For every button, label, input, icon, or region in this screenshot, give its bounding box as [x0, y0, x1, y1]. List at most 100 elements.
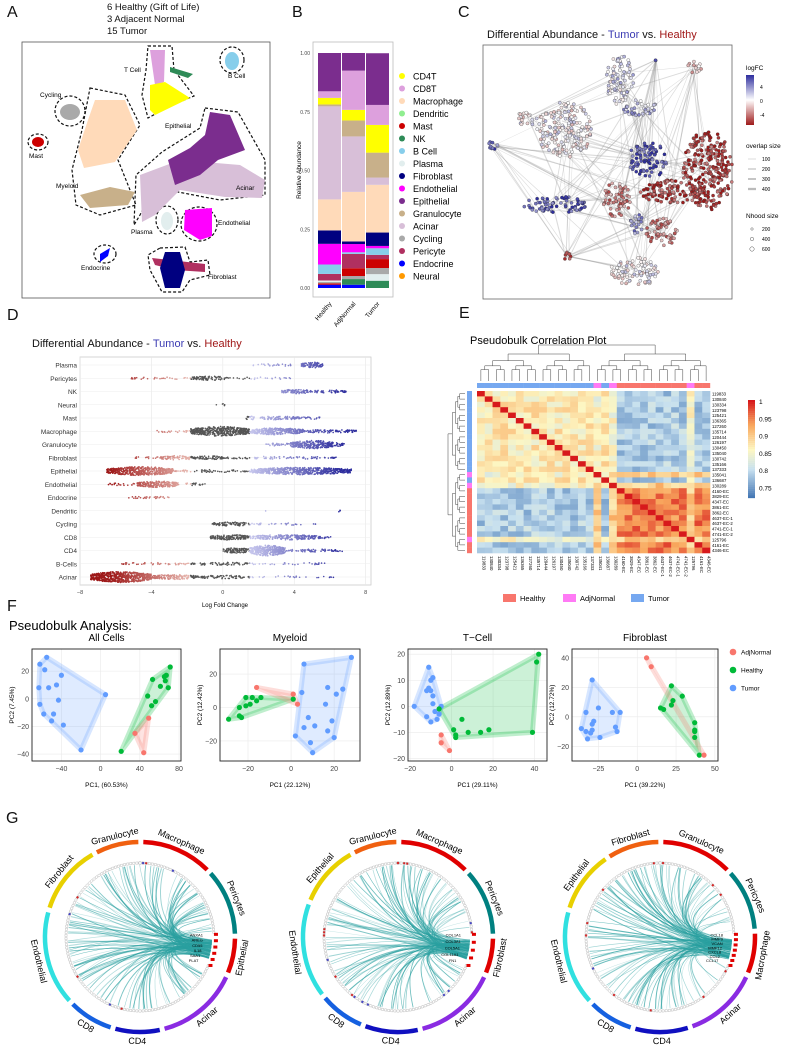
nhood-key [750, 237, 754, 241]
nhood-point [550, 201, 555, 206]
nhood-point [538, 200, 542, 205]
logfc-colorbar [746, 75, 754, 125]
nhood-point [622, 91, 626, 95]
bar-segment-fibroblast [342, 241, 365, 245]
da-point [231, 433, 233, 436]
graph-edge [614, 111, 645, 196]
nhood-point [626, 63, 630, 68]
da-point [153, 378, 155, 380]
nhood-point [572, 139, 577, 143]
da-point [305, 471, 308, 474]
da-point [152, 481, 155, 484]
cluster-label: Myeloid [56, 183, 79, 190]
da-point [200, 457, 202, 460]
da-point [276, 442, 278, 445]
x-tick-label: 8 [364, 590, 367, 596]
da-point [118, 483, 120, 486]
nhood-point [637, 113, 641, 117]
bar-segment-b-cell [366, 248, 389, 255]
da-point [236, 426, 239, 429]
nhood-point [547, 148, 551, 152]
nhood-point [589, 127, 593, 131]
legend-label: B Cell [413, 147, 437, 157]
da-point [264, 510, 267, 512]
da-point [327, 430, 330, 433]
legend-label: NK [413, 134, 426, 144]
da-point [177, 457, 179, 459]
nhood-point [618, 185, 623, 189]
nhood-point [567, 121, 571, 126]
da-point [308, 441, 310, 443]
nhood-point [573, 116, 578, 120]
da-point [253, 378, 256, 381]
da-point [307, 443, 310, 446]
nhood-point [635, 145, 639, 149]
da-point [302, 430, 305, 433]
da-point [198, 378, 201, 381]
nhood-point [563, 135, 568, 139]
bar-segment-cycling [342, 276, 365, 280]
da-point [152, 485, 154, 488]
nhood-point [629, 84, 634, 89]
da-point [125, 468, 127, 470]
nhood-point [620, 281, 624, 285]
da-point [135, 497, 137, 500]
da-point [178, 456, 181, 459]
legend-dot [399, 173, 405, 179]
legend-dot [399, 123, 405, 129]
da-point [322, 391, 325, 394]
nhood-point [652, 229, 657, 234]
bar-segment-endocrine [342, 284, 365, 288]
da-point [107, 468, 109, 471]
da-point [189, 377, 192, 379]
da-point [215, 378, 218, 380]
da-point [153, 468, 156, 471]
nhood-point [558, 101, 562, 105]
da-point [227, 457, 230, 460]
nhood-point [583, 128, 588, 133]
nhood-point [692, 136, 696, 141]
da-point [332, 467, 335, 470]
nhood-point [655, 218, 659, 223]
da-point [327, 470, 330, 472]
nhood-point [629, 223, 634, 228]
nhood-point [694, 133, 699, 137]
nhood-point [559, 201, 563, 205]
nhood-point [697, 64, 701, 69]
nhood-point [568, 133, 572, 138]
da-point [332, 441, 334, 444]
legend-dot [399, 260, 405, 267]
nhood-point [646, 154, 650, 159]
da-point [250, 430, 253, 433]
nhood-point [708, 178, 713, 182]
nhood-point [728, 155, 732, 159]
da-point [137, 484, 140, 487]
nhood-point [632, 272, 637, 277]
graph-edge [564, 120, 639, 155]
nhood-point [623, 78, 627, 83]
da-point [191, 482, 194, 485]
da-point [203, 376, 206, 379]
da-point [309, 469, 311, 472]
nhood-point [655, 181, 660, 185]
nhood-point [717, 162, 722, 167]
da-point [238, 430, 241, 433]
da-point [212, 456, 214, 458]
graph-edge [640, 157, 655, 279]
bar-segment-granulocyte [318, 104, 341, 107]
da-point [308, 365, 311, 368]
nhood-point [698, 182, 702, 186]
da-point [318, 365, 320, 367]
da-point [202, 427, 204, 430]
da-point [273, 433, 276, 435]
nhood-point [583, 112, 588, 116]
da-point [324, 468, 327, 470]
nhood-point [714, 167, 719, 172]
da-point [307, 473, 310, 475]
nhood-point [610, 74, 615, 78]
nhood-point [568, 155, 572, 159]
nhood-point [649, 263, 654, 267]
row-label: Epithelial [51, 469, 78, 476]
nhood-point [629, 219, 634, 223]
nhood-point [701, 178, 706, 182]
